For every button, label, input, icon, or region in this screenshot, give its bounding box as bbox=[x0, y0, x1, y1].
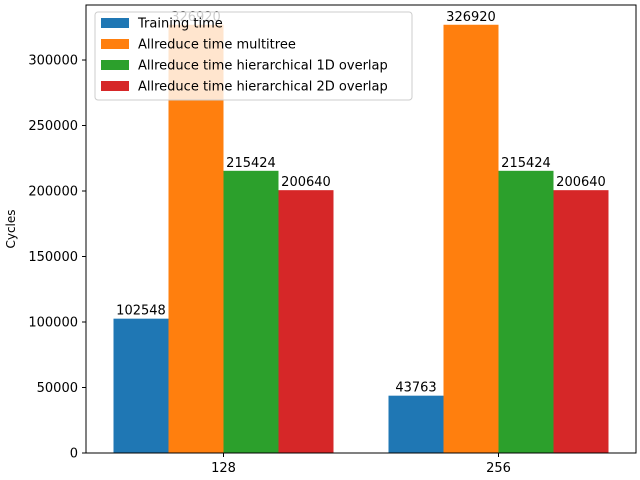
legend-label: Allreduce time multitree bbox=[138, 38, 296, 53]
y-tick-label: 50000 bbox=[37, 381, 78, 396]
legend-label: Allreduce time hierarchical 1D overlap bbox=[138, 59, 388, 74]
y-tick-label: 250000 bbox=[28, 119, 78, 134]
legend-box bbox=[94, 11, 413, 101]
legend-swatch bbox=[101, 39, 129, 49]
legend-label: Allreduce time hierarchical 2D overlap bbox=[138, 80, 388, 95]
bar bbox=[388, 395, 444, 453]
bar-value-label: 43763 bbox=[395, 381, 436, 396]
plot-frame bbox=[85, 4, 637, 454]
bar-value-label: 215424 bbox=[226, 156, 276, 171]
legend-swatch bbox=[101, 60, 129, 70]
y-tick-label: 150000 bbox=[28, 250, 78, 265]
bar bbox=[278, 190, 334, 453]
y-tick-label: 0 bbox=[70, 447, 78, 462]
x-tick-label: 128 bbox=[211, 461, 236, 476]
bar bbox=[498, 170, 554, 453]
y-tick-label: 100000 bbox=[28, 316, 78, 331]
y-tick-label: 300000 bbox=[28, 54, 78, 69]
legend-swatch bbox=[101, 18, 129, 28]
legend: Training time Allreduce time multitree All… bbox=[94, 11, 413, 101]
bar bbox=[553, 190, 609, 453]
bar bbox=[223, 170, 279, 453]
bar bbox=[113, 318, 169, 453]
y-axis-label: Cycles bbox=[4, 209, 18, 248]
bar-value-label: 102548 bbox=[116, 304, 166, 319]
legend-swatch bbox=[101, 81, 129, 91]
bar-value-label: 326920 bbox=[446, 10, 496, 25]
x-tick-label: 256 bbox=[486, 461, 511, 476]
legend-label: Training time bbox=[137, 17, 223, 32]
y-tick-label: 200000 bbox=[28, 185, 78, 200]
bar-value-label: 200640 bbox=[556, 175, 606, 190]
y-axis: 0 50000 100000 150000 200000 250000 300000 bbox=[28, 54, 86, 462]
x-axis: 128 256 bbox=[211, 453, 511, 476]
bar-value-label: 215424 bbox=[501, 156, 551, 171]
bar bbox=[443, 24, 499, 454]
bar-value-label: 200640 bbox=[281, 175, 331, 190]
